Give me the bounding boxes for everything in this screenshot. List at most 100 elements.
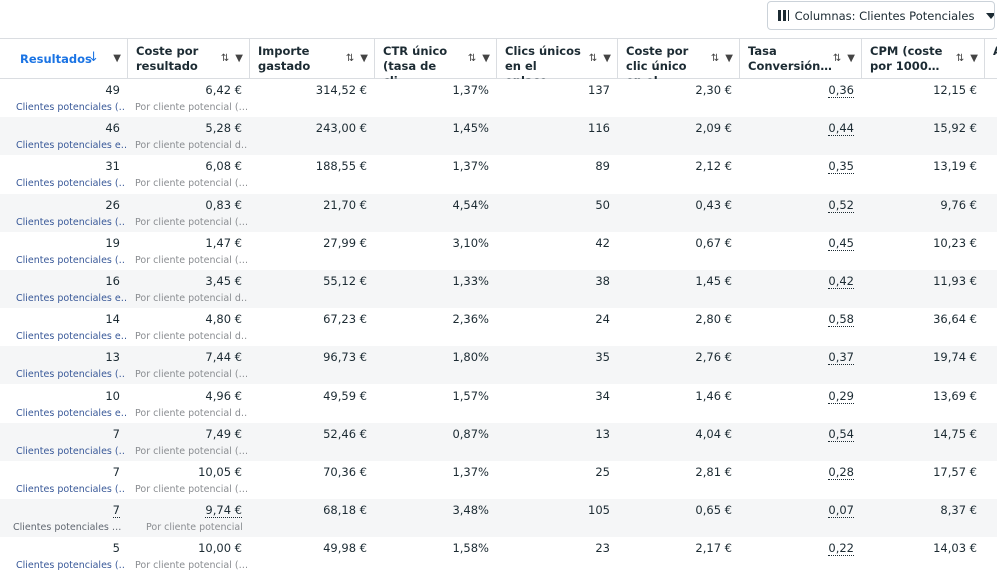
result-type: Clientes potenciales (… [16,254,126,266]
result-type: Clientes potenciales (… [16,560,126,572]
cell-value: 7,44 € [205,350,242,365]
table-row: 7 7,49 € 52,46 € 0,87% 13 4,04 € 0,54 14,75 € Cl… [0,422,997,461]
result-type: Clientes potenciales (… [16,102,126,113]
cost-type: Por cliente potencial (… [135,560,247,572]
cost-type: Por cliente potencial d… [135,331,247,343]
cell-value: 2,80 € [695,312,732,327]
cell-value: 7 [112,465,120,479]
cost-type: Por cliente potencial (… [135,484,247,495]
columns-button[interactable]: Columnas: Clientes Potenciales [767,1,995,30]
column-header[interactable]: Resultados ↓ ▼ [0,39,128,78]
cell-value: 13,69 € [933,388,977,403]
result-type: Clientes potenciales e… [16,293,126,304]
header-text: Coste por resultado [136,44,199,73]
result-type: Clientes potenciales (… [16,445,126,457]
cell-value: 36,64 € [933,312,977,327]
cost-type: Por cliente potencial d… [135,140,247,152]
cell-value: 12,15 € [933,83,977,97]
cell-value: 0,37 [828,350,854,366]
icon: ↓ [88,50,99,65]
column-header[interactable]: A [985,39,997,78]
icon: ▼ [360,53,368,64]
cell-value: 23 [595,541,610,556]
icon: ⇅ [345,53,355,64]
header-text: Importe gastado [258,44,311,73]
cell-value: 10 [105,388,120,403]
icon: ▼ [113,53,121,64]
column-header[interactable]: Coste por clic único en el…⇅▼ [618,39,740,88]
cell-value: 10,23 € [933,235,977,250]
result-type: Clientes potenciales e… [16,331,126,343]
cell-value: 4,54% [452,197,489,212]
table-row: 26 0,83 € 21,70 € 4,54% 50 0,43 € 0,52 9,76 € Cl… [0,193,997,232]
cell-value: 7 [112,426,120,441]
column-header[interactable]: Importe gastado ⇅ ▼ [250,39,375,78]
cell-value: 31 [105,159,120,174]
cell-value: 55,12 € [323,274,367,288]
header-text: A [993,44,997,59]
dropdown-caret [986,12,994,19]
cell-value: 1,37% [452,83,489,97]
result-type: Clientes potenciales (… [16,369,126,381]
cell-value: 2,09 € [695,121,732,136]
cost-type: Por cliente potencial (… [135,178,247,190]
column-header[interactable]: Coste por resultado ⇅ ▼ [128,39,250,78]
cell-value: 17,57 € [933,465,977,479]
table-row: 5 10,00 € 49,98 € 1,58% 23 2,17 € 0,22 14,03 € C… [0,537,997,575]
table-row: 46 5,28 € 243,00 € 1,45% 116 2,09 € 0,44 15,92 … [0,117,997,156]
cell-value: 3,45 € [205,274,242,288]
cell-value: 2,76 € [695,350,732,365]
cell-value: 14,75 € [933,426,977,441]
cell-value: 50 [595,197,610,212]
cell-value: 24 [595,312,610,327]
header-text: CPM (coste por 1000… [870,44,943,73]
cell-value: 314,52 € [315,83,367,97]
sort-icon: ⇅ ▼ [956,51,978,66]
icon: ⇅ [588,53,598,64]
cell-value: 0,29 [828,388,854,404]
cell-value: 5,28 € [205,121,242,136]
column-header[interactable]: CTR único (tasa de cli…⇅▼ [375,39,497,88]
header-text: Resultados [20,52,92,66]
sort-icon: ⇅ ▼ [833,51,855,66]
result-type: Clientes potenciales (… [16,484,126,495]
cell-value: 9,76 € [940,197,977,212]
cell-value: 15,92 € [933,121,977,136]
column-header[interactable]: CPM (coste por 1000… ⇅ ▼ [862,39,985,78]
cell-value: 52,46 € [323,426,367,441]
icon: ▼ [603,53,611,64]
table-row: 16 3,45 € 55,12 € 1,33% 38 1,45 € 0,42 11,93 € C… [0,270,997,308]
cell-value: 27,99 € [323,235,367,250]
cell-value: 7,49 € [205,426,242,441]
cell-value: 9,74 € [205,503,242,519]
cell-value: 49 [105,83,120,97]
cell-value: 0,52 [828,197,854,213]
cell-value: 105 [588,503,610,518]
cell-value: 49,59 € [323,388,367,403]
table-header: Resultados ↓ ▼ Coste por resultado ⇅ ▼ Importe… [0,38,997,88]
cell-value: 96,73 € [323,350,367,365]
cell-value: 67,23 € [323,312,367,327]
icon: ⇅ [467,53,477,64]
cell-value: 137 [588,83,610,97]
sort-icon: ⇅ ▼ [346,51,368,66]
cell-value: 1,45 € [695,274,732,288]
cell-value: 14 [105,312,120,327]
table-row: 49 6,42 € 314,52 € 1,37% 137 2,30 € 0,36 12,15 … [0,79,997,117]
cell-value: 35 [595,350,610,365]
cell-value: 0,35 [828,159,854,175]
columns-label: Columnas: Clientes Potenciales [794,8,975,23]
cell-value: 1,45% [452,121,489,136]
cell-value: 49,98 € [323,541,367,556]
cell-value: 0,83 € [205,197,242,212]
cell-value: 2,30 € [695,83,732,97]
cell-value: 2,81 € [695,465,732,479]
column-header[interactable]: Clics únicos en el enlace⇅▼ [497,39,618,88]
icon: ▼ [482,53,490,64]
cell-value: 0,65 € [695,503,732,518]
cell-value: 14,03 € [933,541,977,556]
cell-value: 6,08 € [205,159,242,174]
cell-value: 46 [105,121,120,136]
column-header[interactable]: Tasa Conversión… ⇅ ▼ [740,39,862,78]
